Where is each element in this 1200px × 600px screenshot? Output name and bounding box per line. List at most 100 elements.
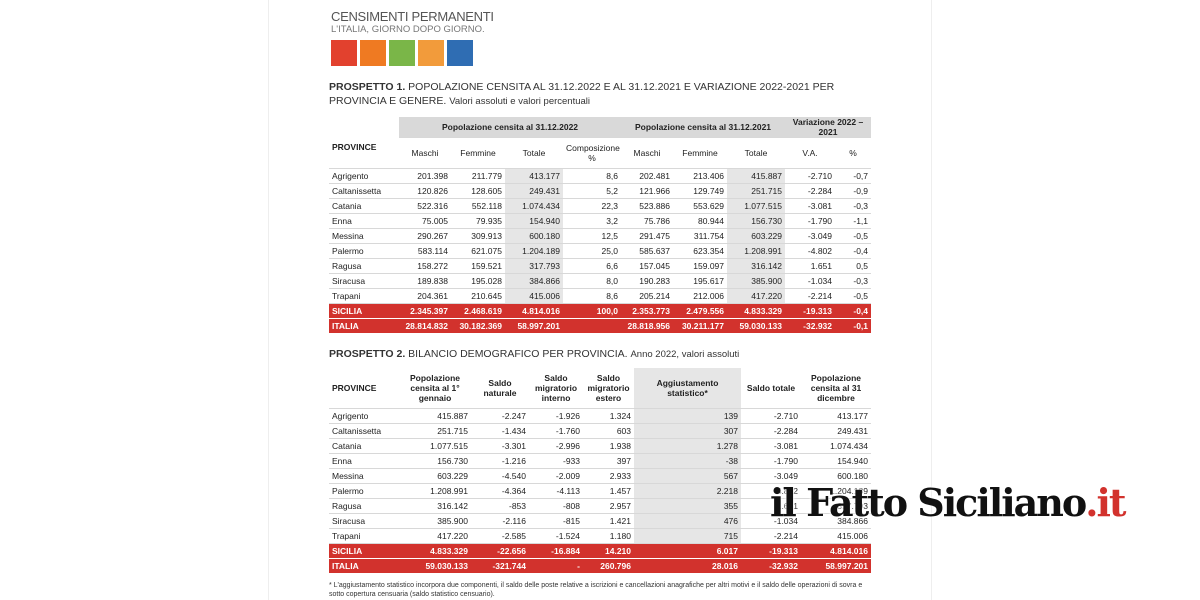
- cell: -4.802: [741, 483, 801, 499]
- icon: [360, 40, 386, 66]
- cell: Catania: [329, 438, 399, 454]
- cell: 2.957: [583, 498, 634, 514]
- cell: 1.204.189: [505, 243, 563, 259]
- cell: 195.028: [451, 273, 505, 289]
- table: PROVINCE Popolazione censita al 1° gennai…: [329, 368, 871, 574]
- cell: -32.932: [741, 558, 801, 574]
- cell: 75.005: [399, 213, 451, 229]
- group-row: PROVINCE Popolazione censita al 31.12.202…: [329, 117, 872, 169]
- column-header: %: [835, 137, 872, 169]
- cell: -2.710: [741, 408, 801, 424]
- cell: 415.887: [727, 168, 786, 184]
- cell: -0,5: [835, 228, 872, 244]
- cell: 413.177: [505, 168, 563, 184]
- cell: 522.316: [399, 198, 451, 214]
- row: Siracusa 385.900 -2.116 -815 1.421 476 -1.034 3…: [329, 513, 871, 529]
- cell: 621.075: [451, 243, 505, 259]
- cell: 1.204.189: [801, 483, 871, 499]
- cell: 154.940: [505, 213, 563, 229]
- cell: 2.345.397: [399, 303, 451, 319]
- cell: 156.730: [399, 453, 471, 469]
- cell: -2.996: [529, 438, 583, 454]
- cell: 6,6: [563, 258, 622, 274]
- column-header: Saldo migratorio estero: [583, 368, 634, 409]
- cell: Agrigento: [329, 168, 399, 184]
- cell: 260.796: [583, 558, 634, 574]
- cell: 159.521: [451, 258, 505, 274]
- cell: 249.431: [505, 183, 563, 199]
- cell: 59.030.133: [727, 318, 786, 334]
- column-header: Maschi: [399, 137, 451, 169]
- cell: 22,3: [563, 198, 622, 214]
- cell: -1.790: [741, 453, 801, 469]
- cell: Messina: [329, 228, 399, 244]
- cell: 80.944: [673, 213, 728, 229]
- cell: 317.793: [505, 258, 563, 274]
- icon: [331, 40, 357, 66]
- watermark-suffix: .it: [1085, 480, 1126, 525]
- cell: -2.116: [471, 513, 529, 529]
- cell: -0,7: [835, 168, 872, 184]
- cell: -1,1: [835, 213, 872, 229]
- cell: 307: [634, 423, 741, 439]
- cell: 1.208.991: [399, 483, 471, 499]
- cell: 100,0: [563, 303, 622, 319]
- table-title: PROSPETTO 1. POPOLAZIONE CENSITA AL 31.1…: [329, 80, 874, 109]
- watermark-name: il Fatto Siciliano: [770, 480, 1087, 525]
- cell: 385.900: [399, 513, 471, 529]
- cell: -1.034: [785, 273, 836, 289]
- row-header: PROVINCE: [329, 368, 399, 409]
- cell: -32.932: [785, 318, 836, 334]
- column-header: Maschi: [621, 137, 674, 169]
- cell: 4.833.329: [399, 543, 471, 559]
- cell: 413.177: [801, 408, 871, 424]
- cell: 4.814.016: [801, 543, 871, 559]
- cell: 211.779: [451, 168, 505, 184]
- cell: 384.866: [505, 273, 563, 289]
- cell: Palermo: [329, 483, 399, 499]
- cell: 355: [634, 498, 741, 514]
- cell: -2.710: [785, 168, 836, 184]
- cell: 1.651: [741, 498, 801, 514]
- cell: -1.926: [529, 408, 583, 424]
- cell: 385.900: [727, 273, 786, 289]
- cell: Catania: [329, 198, 399, 214]
- cell: Enna: [329, 453, 399, 469]
- cell: 251.715: [727, 183, 786, 199]
- cell: 28.818.956: [621, 318, 674, 334]
- cell: 415.006: [505, 288, 563, 304]
- cell: 204.361: [399, 288, 451, 304]
- cell: -0,4: [835, 303, 872, 319]
- cell: 309.913: [451, 228, 505, 244]
- row: SICILIA 4.833.329 -22.656 -16.884 14.210 6.01…: [329, 543, 871, 559]
- cell: -3.081: [785, 198, 836, 214]
- cell: 567: [634, 468, 741, 484]
- cell: [563, 318, 622, 334]
- cell: 6.017: [634, 543, 741, 559]
- cell: 1.421: [583, 513, 634, 529]
- cell: 623.354: [673, 243, 728, 259]
- row: Trapani 204.361 210.645 415.006 8,6 205.214 21…: [329, 288, 872, 304]
- cell: 600.180: [801, 468, 871, 484]
- cell: 213.406: [673, 168, 728, 184]
- row: Catania 522.316 552.118 1.074.434 22,3 523.88…: [329, 198, 872, 214]
- cell: ITALIA: [329, 318, 399, 334]
- cell: -2.284: [741, 423, 801, 439]
- cell: -38: [634, 453, 741, 469]
- watermark: il Fatto Siciliano.it: [770, 480, 1126, 525]
- cell: 79.935: [451, 213, 505, 229]
- row: ITALIA 28.814.832 30.182.369 58.997.201 28.8…: [329, 318, 872, 334]
- cell: -0,5: [835, 288, 872, 304]
- cell: 603: [583, 423, 634, 439]
- cell: -3.049: [741, 468, 801, 484]
- cell: -0,1: [835, 318, 872, 334]
- row: Ragusa 316.142 -853 -808 2.957 355 1.651 317.79…: [329, 498, 871, 514]
- cell: 75.786: [621, 213, 674, 229]
- column-header: Totale: [727, 137, 786, 169]
- label: PROSPETTO 2.: [329, 348, 406, 360]
- row: Ragusa 158.272 159.521 317.793 6,6 157.045 159…: [329, 258, 872, 274]
- column-header: Popolazione censita al 31 dicembre: [801, 368, 871, 409]
- row: Catania 1.077.515 -3.301 -2.996 1.938 1.278 -3…: [329, 438, 871, 454]
- label: PROSPETTO 1.: [329, 81, 406, 93]
- cell: 28.814.832: [399, 318, 451, 334]
